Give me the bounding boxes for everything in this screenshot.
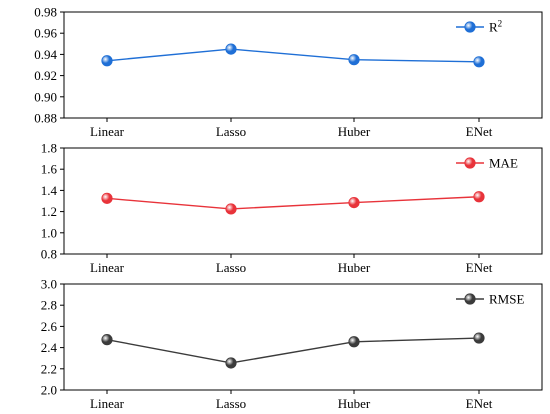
- y-tick-label: 0.92: [34, 68, 57, 83]
- y-tick-label: 0.94: [34, 47, 57, 62]
- data-point: [101, 55, 113, 67]
- data-point: [225, 357, 237, 369]
- y-tick-label: 1.0: [41, 225, 57, 240]
- y-tick-label: 1.4: [41, 183, 58, 198]
- plot-frame: [63, 147, 543, 255]
- y-tick-label: 2.6: [41, 319, 58, 334]
- data-point: [348, 54, 360, 66]
- chart-panel-1: 0.88 0.90 0.92 0.94 0.96 0.98 Linear Lasso Huber…: [34, 5, 543, 139]
- y-tick-label: 0.8: [41, 247, 57, 262]
- legend-superscript: 2: [498, 19, 503, 29]
- y-tick-label: 1.8: [41, 141, 57, 156]
- data-point: [473, 332, 485, 344]
- y-tick-label: 3.0: [41, 277, 57, 292]
- y-tick-label: 1.2: [41, 204, 57, 219]
- x-tick-label: ENet: [466, 396, 493, 411]
- chart-panel-2: 0.8 1.0 1.2 1.4 1.6 1.8 Linear Lasso Huber ENet MA…: [41, 141, 543, 275]
- legend-marker: [464, 157, 476, 169]
- y-tick-label: 0.88: [34, 111, 57, 126]
- plot-frame: [63, 11, 543, 119]
- data-point: [473, 56, 485, 68]
- data-point: [348, 336, 360, 348]
- x-tick-label: Linear: [90, 124, 125, 139]
- y-tick-label: 2.0: [41, 383, 57, 398]
- data-point: [473, 191, 485, 203]
- data-point: [225, 203, 237, 215]
- x-tick-label: Linear: [90, 396, 125, 411]
- legend: R2: [456, 19, 502, 35]
- series-line: [106, 337, 480, 364]
- legend-label: R2: [489, 19, 502, 35]
- legend-marker: [464, 21, 476, 33]
- data-point: [101, 334, 113, 346]
- plot-frame: [63, 283, 543, 391]
- x-tick-label: ENet: [466, 124, 493, 139]
- y-tick-label: 1.6: [41, 162, 58, 177]
- data-point: [225, 43, 237, 55]
- x-tick-label: Linear: [90, 260, 125, 275]
- x-tick-label: ENet: [466, 260, 493, 275]
- data-point: [348, 196, 360, 209]
- y-tick-label: 2.4: [41, 340, 58, 355]
- y-tick-label: 2.8: [41, 298, 57, 313]
- series-line: [106, 196, 480, 210]
- x-tick-label: Huber: [338, 124, 371, 139]
- legend-marker: [464, 293, 476, 305]
- y-tick-label: 0.98: [34, 5, 57, 20]
- legend-label: MAE: [489, 156, 518, 171]
- x-tick-label: Huber: [338, 396, 371, 411]
- y-tick-label: 0.96: [34, 26, 57, 41]
- y-tick-label: 0.90: [34, 89, 57, 104]
- y-tick-label: 2.2: [41, 361, 57, 376]
- data-point: [101, 192, 113, 204]
- legend: RMSE: [456, 292, 524, 307]
- x-tick-label: Lasso: [216, 124, 246, 139]
- legend: MAE: [456, 156, 518, 171]
- legend-label: RMSE: [489, 292, 524, 307]
- x-tick-label: Lasso: [216, 396, 246, 411]
- chart-panel-3: 2.0 2.2 2.4 2.6 2.8 3.0 Linear Lasso Huber ENet RM…: [41, 277, 543, 411]
- series-line: [106, 48, 480, 63]
- x-tick-label: Huber: [338, 260, 371, 275]
- x-tick-label: Lasso: [216, 260, 246, 275]
